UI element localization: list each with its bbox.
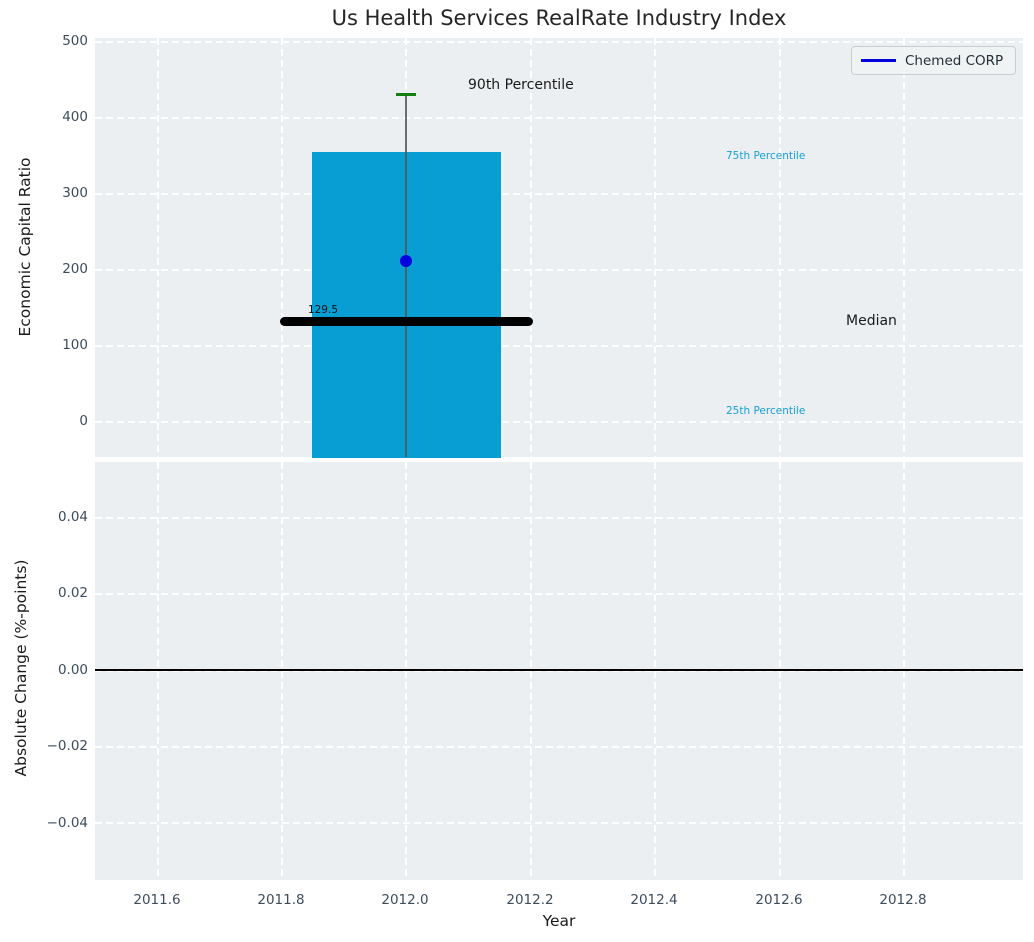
xtick-label: 2011.8 (257, 892, 305, 908)
gridline (95, 517, 1023, 519)
ytick-label: 300 (62, 185, 88, 201)
gridline (95, 193, 1023, 195)
zero-line (95, 669, 1023, 671)
top-axes-background: 90th Percentile 75th Percentile 129.5 Me… (95, 38, 1023, 458)
gridline (95, 345, 1023, 347)
ytick-label: 400 (62, 109, 88, 125)
bottom-axes-background (95, 462, 1023, 880)
gridline (95, 822, 1023, 824)
gridline (157, 38, 159, 457)
gridline (405, 462, 407, 880)
xtick-label: 2011.6 (133, 892, 181, 908)
ytick-label: 0 (79, 413, 88, 429)
xtick-label: 2012.0 (381, 892, 429, 908)
gridline (95, 421, 1023, 423)
ytick-label: −0.04 (46, 815, 88, 831)
xtick-label: 2012.6 (755, 892, 803, 908)
chart-title: Us Health Services RealRate Industry Ind… (331, 6, 787, 30)
gridline (281, 38, 283, 457)
gridline (95, 593, 1023, 595)
ytick-label: 500 (62, 33, 88, 49)
gridline (903, 462, 905, 880)
xtick-label: 2012.4 (630, 892, 678, 908)
legend-line-icon (861, 59, 896, 62)
xtick-label: 2012.8 (879, 892, 927, 908)
gridline (530, 38, 532, 457)
ytick-label: 200 (62, 261, 88, 277)
x-axis-label: Year (542, 912, 576, 930)
median-line (280, 317, 533, 326)
gridline (654, 38, 656, 457)
legend: Chemed CORP (851, 46, 1016, 75)
annotation-75th-percentile: 75th Percentile (726, 150, 806, 162)
whisker-cap-90th (396, 93, 416, 96)
annotation-90th-percentile: 90th Percentile (468, 77, 574, 93)
annotation-25th-percentile: 25th Percentile (726, 405, 806, 417)
gridline (95, 269, 1023, 271)
gridline (779, 462, 781, 880)
gridline (157, 462, 159, 880)
annotation-median-value: 129.5 (307, 304, 338, 316)
gridline (95, 746, 1023, 748)
legend-label: Chemed CORP (905, 52, 1004, 69)
whisker-line (405, 95, 407, 457)
ytick-label: 0.00 (57, 662, 88, 678)
gridline (903, 38, 905, 457)
gridline (654, 462, 656, 880)
annotation-median: Median (846, 313, 897, 329)
y-axis-label-top: Economic Capital Ratio (16, 157, 34, 337)
gridline (95, 41, 1023, 43)
ytick-label: 0.02 (57, 585, 88, 601)
y-axis-label-bottom: Absolute Change (%-points) (12, 559, 30, 777)
ytick-label: 0.04 (57, 509, 88, 525)
gridline (95, 117, 1023, 119)
gridline (779, 38, 781, 457)
gridline (281, 462, 283, 880)
ytick-label: −0.02 (46, 738, 88, 754)
ytick-label: 100 (62, 337, 88, 353)
gridline (530, 462, 532, 880)
company-point (400, 255, 412, 267)
xtick-label: 2012.2 (506, 892, 554, 908)
